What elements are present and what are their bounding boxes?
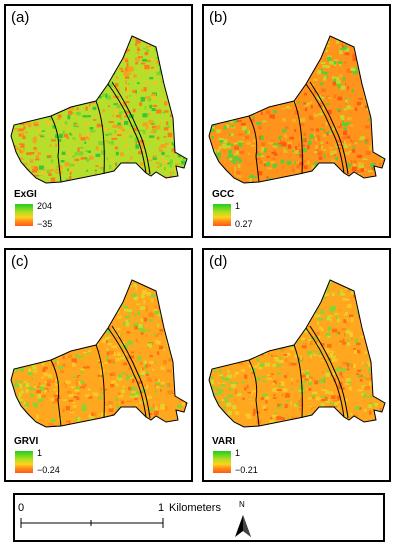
map-panel-c: (c) GRVI 1 −0.24 <box>4 248 193 482</box>
panel-label: (c) <box>11 253 29 270</box>
legend-swatch <box>213 204 231 226</box>
map-panel-a: (a) ExGI 204 −35 <box>4 4 193 238</box>
scale-end-label: 1 <box>158 502 165 514</box>
legend-max: 1 <box>37 448 43 458</box>
legend-max: 1 <box>235 201 241 211</box>
legend-min: −35 <box>37 219 53 229</box>
map-d <box>208 279 386 428</box>
legend-title: GCC <box>212 189 235 200</box>
scale-unit-label: Kilometers <box>169 502 221 514</box>
map-c <box>10 279 188 428</box>
legend-title: VARI <box>212 436 236 447</box>
map-panel-d: (d) VARI 1 −0.21 <box>202 248 391 482</box>
legend-swatch <box>15 204 33 226</box>
panel-label: (a) <box>11 9 30 26</box>
legend-min: −0.24 <box>37 465 60 475</box>
map-a <box>10 35 188 184</box>
scale-bar <box>20 515 251 537</box>
scale-start-label: 0 <box>18 502 25 514</box>
legend-min: 0.27 <box>235 219 253 229</box>
north-arrow-icon <box>235 515 251 537</box>
panel-label: (b) <box>209 9 228 26</box>
panel-label: (d) <box>209 253 228 270</box>
map-panel-b: (b) GCC 1 0.27 <box>202 4 391 238</box>
scale-bar-box: 0 1 Kilometers N <box>13 493 385 542</box>
legend-max: 204 <box>37 201 53 211</box>
legend-max: 1 <box>235 448 241 458</box>
north-label: N <box>239 500 245 509</box>
map-b <box>208 35 386 184</box>
legend-min: −0.21 <box>235 465 258 475</box>
legend-title: ExGI <box>14 189 37 200</box>
legend-swatch <box>213 451 231 473</box>
legend-title: GRVI <box>14 436 39 447</box>
legend-swatch <box>15 451 33 473</box>
